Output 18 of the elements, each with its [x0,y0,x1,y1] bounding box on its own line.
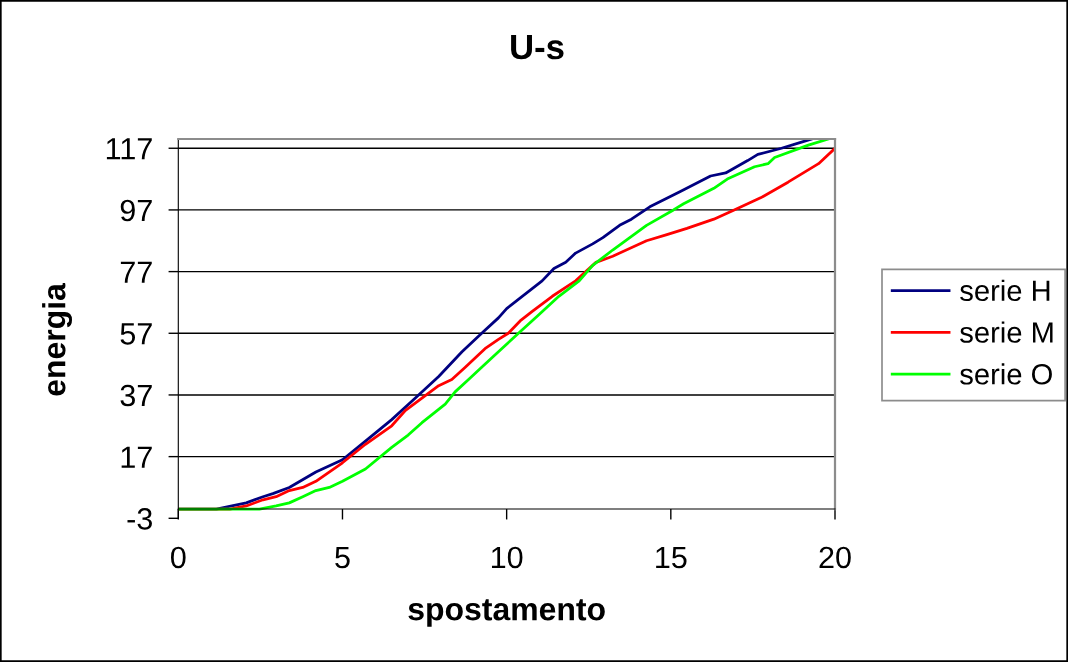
legend-label: serie M [960,321,1053,343]
y-tick-label: 57 [120,323,152,345]
x-tick-label: 20 [819,546,851,569]
y-axis-title: energia [42,282,72,396]
legend-label: serie H [960,279,1050,302]
y-tick-label: -3 [127,508,152,530]
x-tick-label: 15 [656,546,687,569]
x-tick-label: 5 [335,546,350,569]
y-tick-label: 117 [106,138,152,160]
y-tick-label: 77 [120,261,152,283]
x-axis-title: spostamento [408,599,605,627]
y-tick-label: 17 [121,446,152,468]
y-tick-label: 37 [120,384,152,407]
x-tick-label: 10 [491,546,523,569]
x-tick-label: 0 [171,546,186,569]
chart-title: U-s [511,35,564,60]
y-tick-label: 97 [120,199,152,222]
legend-label: serie O [960,363,1052,385]
